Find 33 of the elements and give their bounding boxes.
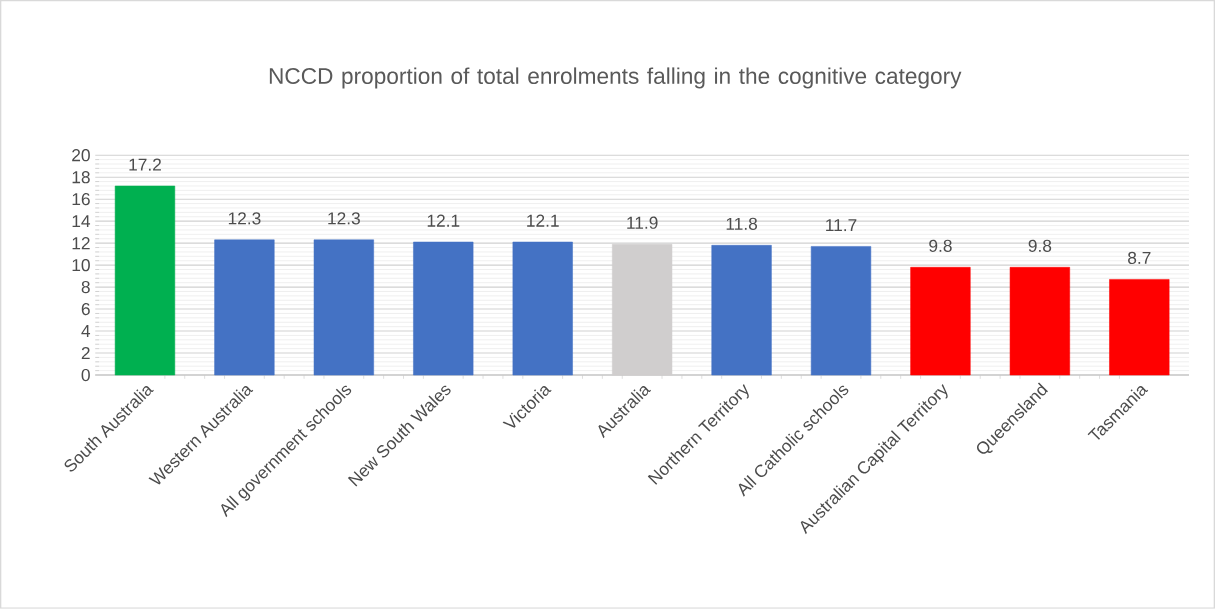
data-label: 12.3 xyxy=(228,212,261,225)
bar xyxy=(313,239,374,376)
bar xyxy=(1009,267,1070,376)
y-tick-label: 0 xyxy=(81,368,90,382)
y-tick-label: 16 xyxy=(72,193,90,206)
data-label: 17.2 xyxy=(129,158,161,171)
y-tick-label: 18 xyxy=(72,171,90,184)
data-label: 9.8 xyxy=(1028,239,1052,253)
y-tick-label: 20 xyxy=(72,149,90,162)
data-label: 9.8 xyxy=(929,239,952,253)
chart-title: NCCD proportion of total enrolments falling in the cognitive category xyxy=(269,67,962,89)
y-tick-label: 14 xyxy=(72,215,91,228)
data-label: 12.1 xyxy=(427,214,460,227)
data-label: 11.9 xyxy=(627,216,658,229)
y-tick-label: 10 xyxy=(72,259,90,272)
bar xyxy=(214,239,275,376)
data-label: 12.3 xyxy=(328,212,360,225)
bar xyxy=(910,267,971,376)
y-tick-label: 6 xyxy=(81,303,90,316)
bar xyxy=(413,241,474,376)
bar xyxy=(114,185,176,376)
y-tick-label: 2 xyxy=(81,347,90,360)
y-tick-label: 4 xyxy=(81,325,91,338)
bar xyxy=(512,241,573,376)
data-label: 11.8 xyxy=(726,217,758,231)
data-label: 11.7 xyxy=(826,219,857,232)
y-tick-label: 8 xyxy=(81,281,90,294)
y-tick-label: 12 xyxy=(72,237,90,250)
data-label: 8.7 xyxy=(1128,251,1151,265)
bar xyxy=(810,246,872,376)
data-label: 12.1 xyxy=(527,214,559,227)
bar xyxy=(711,245,772,376)
bar xyxy=(1109,279,1170,376)
